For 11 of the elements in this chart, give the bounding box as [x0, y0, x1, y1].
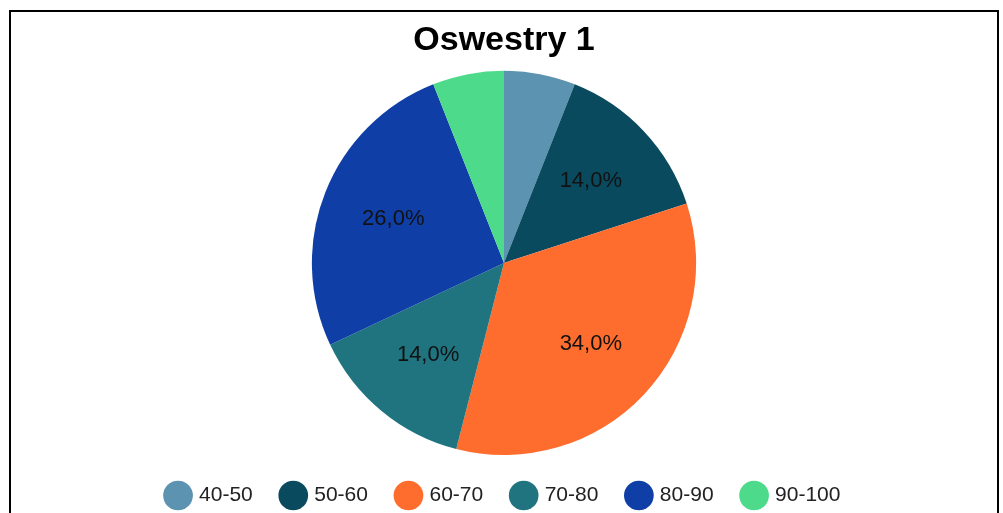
legend-label: 80-90	[659, 482, 714, 506]
legend-label: 60-70	[429, 482, 484, 506]
legend-label: 50-60	[314, 482, 368, 506]
legend-label: 70-80	[544, 482, 599, 506]
data-label: 34,0%	[559, 330, 623, 356]
chart-title: Oswestry 1	[413, 18, 595, 57]
legend-label: 90-100	[775, 482, 841, 506]
data-label: 26,0%	[362, 205, 425, 231]
data-label: 14,0%	[396, 340, 460, 366]
legend-label: 40-50	[199, 482, 253, 506]
data-label: 14,0%	[559, 167, 623, 193]
